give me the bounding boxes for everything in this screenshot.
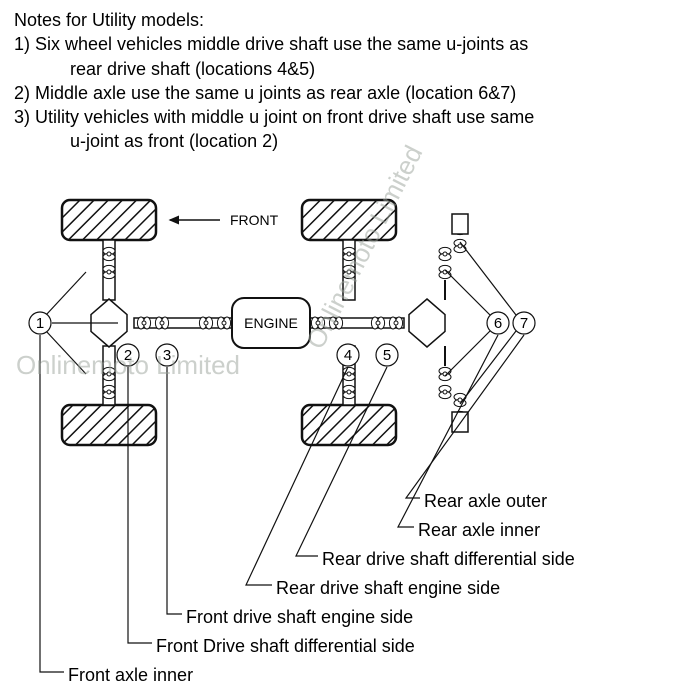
differential (409, 299, 445, 347)
callout-number: 6 (494, 315, 502, 332)
callout-number: 7 (520, 315, 528, 332)
u-joint (137, 317, 150, 329)
callout-text: Rear axle inner (418, 520, 540, 540)
u-joint (155, 317, 168, 329)
callout-number: 1 (36, 315, 44, 332)
u-joint (103, 265, 115, 278)
callout-text: Front axle inner (68, 665, 193, 685)
u-joint (103, 247, 115, 260)
u-joint (454, 239, 466, 252)
callout-text: Front drive shaft engine side (186, 607, 413, 627)
leader-line (406, 335, 524, 498)
u-joint (343, 265, 355, 278)
u-joint (439, 367, 451, 380)
wheel (62, 200, 156, 240)
callout-number: 5 (383, 347, 391, 364)
u-joint (439, 385, 451, 398)
u-joint (329, 317, 342, 329)
u-joint (343, 385, 355, 398)
callout-number: 2 (124, 347, 132, 364)
leader-line (445, 331, 490, 376)
u-joint (199, 317, 212, 329)
u-joint (217, 317, 230, 329)
u-joint (371, 317, 384, 329)
leader-line (445, 270, 490, 315)
engine-label: ENGINE (244, 315, 298, 331)
u-joint (103, 367, 115, 380)
callout-number: 3 (163, 347, 171, 364)
notes-title: Notes for Utility models: (14, 8, 686, 32)
u-joint (389, 317, 402, 329)
u-joint (311, 317, 324, 329)
u-joint (103, 385, 115, 398)
wheel (62, 405, 156, 445)
callout-text: Rear drive shaft engine side (276, 578, 500, 598)
wheel (302, 405, 396, 445)
u-joint (343, 247, 355, 260)
notes-block: Notes for Utility models: 1) Six wheel v… (0, 0, 700, 154)
wheel (302, 200, 396, 240)
note-1b: rear drive shaft (locations 4&5) (14, 57, 686, 81)
leader-line (46, 331, 86, 374)
leader-line (296, 367, 387, 556)
leader-line (40, 335, 64, 672)
drivetrain-diagram: ENGINE FRONT 1 Front axle inner 2 Front Drive… (0, 180, 700, 700)
callout-text: Front Drive shaft differential side (156, 636, 415, 656)
front-label: FRONT (230, 212, 279, 228)
leader-line (167, 367, 182, 614)
note-3a: 3) Utility vehicles with middle u joint … (14, 105, 686, 129)
axle-stub (452, 214, 468, 234)
u-joint (439, 247, 451, 260)
callout-text: Rear axle outer (424, 491, 547, 511)
note-2: 2) Middle axle use the same u joints as … (14, 81, 686, 105)
note-1a: 1) Six wheel vehicles middle drive shaft… (14, 32, 686, 56)
leader-line (46, 272, 86, 315)
callout-number: 4 (344, 347, 352, 364)
leader-line (460, 242, 516, 315)
callout-text: Rear drive shaft differential side (322, 549, 575, 569)
leader-line (460, 331, 516, 404)
u-joint (439, 265, 451, 278)
note-3b: u-joint as front (location 2) (14, 129, 686, 153)
